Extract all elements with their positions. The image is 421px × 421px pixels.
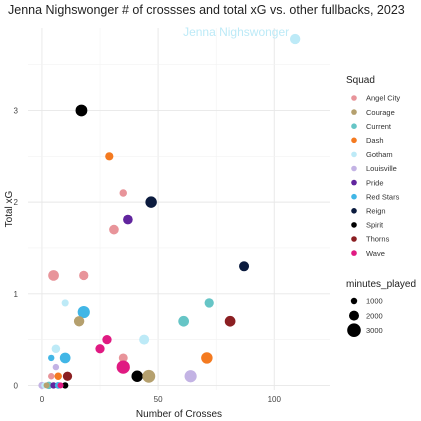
data-point <box>102 334 112 345</box>
data-point <box>48 270 59 281</box>
x-axis-title: Number of Crosses <box>136 409 222 420</box>
legend-label: Gotham <box>366 150 393 159</box>
legend-label: Dash <box>366 136 384 145</box>
data-point <box>61 382 69 389</box>
legend-label: Thorns <box>366 235 390 244</box>
highlight-label: Jenna Nighswonger <box>183 25 289 39</box>
data-point <box>142 369 156 383</box>
legend-size-label: 2000 <box>366 311 383 320</box>
data-point <box>62 371 73 381</box>
legend-swatch <box>351 95 357 101</box>
data-point <box>184 370 197 383</box>
data-point <box>79 270 89 281</box>
data-point <box>105 152 114 161</box>
y-tick-label: 3 <box>14 106 19 115</box>
legend-swatch <box>351 123 357 129</box>
legend-swatch <box>351 137 357 144</box>
data-point <box>145 196 157 208</box>
data-point <box>178 315 190 327</box>
legend-size-label: 3000 <box>366 326 383 335</box>
legend-title-minutes: minutes_played <box>346 279 417 290</box>
x-tick-label: 50 <box>154 395 163 404</box>
data-point <box>57 382 64 389</box>
legend-swatch <box>351 222 357 228</box>
x-tick-label: 100 <box>268 395 282 404</box>
data-point <box>131 370 143 382</box>
legend-label: Wave <box>366 249 385 258</box>
legend-size-swatch <box>347 323 361 338</box>
data-point <box>61 299 69 307</box>
x-tick-label: 0 <box>40 395 45 404</box>
data-point <box>59 352 71 364</box>
legend-swatch <box>351 193 357 200</box>
data-point <box>43 382 50 389</box>
legend-label: Louisville <box>366 164 397 173</box>
legend-label: Angel City <box>366 94 400 103</box>
legend-label: Reign <box>366 207 386 216</box>
legend: Angel City Courage Current Dash Gotham Louisv… <box>347 94 400 338</box>
data-point <box>289 33 301 45</box>
chart-title: Jenna Nighswonger # of crossses and tota… <box>8 3 405 17</box>
legend-swatch <box>351 208 357 214</box>
legend-size-label: 1000 <box>366 297 383 306</box>
legend-swatch <box>351 179 357 186</box>
legend-label: Current <box>366 122 392 131</box>
data-point <box>239 261 250 272</box>
data-point <box>201 352 213 364</box>
data-point <box>51 344 61 354</box>
data-points <box>38 33 301 390</box>
data-point <box>75 104 88 117</box>
legend-label: Pride <box>366 178 384 187</box>
tick-labels: 0 50 100 0 1 2 3 <box>14 106 282 404</box>
legend-swatch <box>351 109 357 115</box>
data-point <box>139 334 150 345</box>
data-point <box>204 298 214 308</box>
legend-swatch <box>351 165 357 172</box>
legend-swatch <box>351 250 357 256</box>
data-point <box>118 353 128 363</box>
legend-label: Courage <box>366 108 395 117</box>
axis-titles: Number of Crosses Total xG <box>4 190 222 420</box>
data-point <box>54 372 62 380</box>
data-point <box>119 189 127 197</box>
legend-label: Red Stars <box>366 192 400 201</box>
data-point <box>48 354 55 362</box>
data-point <box>50 382 57 389</box>
grid-layer <box>28 28 330 390</box>
y-tick-label: 2 <box>14 198 19 207</box>
legend-title-squad: Squad <box>346 75 375 86</box>
data-point <box>52 363 60 371</box>
legend-label: Spirit <box>366 221 384 230</box>
y-tick-label: 1 <box>14 290 19 299</box>
data-point <box>224 315 236 327</box>
data-point <box>73 316 85 327</box>
data-point <box>116 360 130 374</box>
data-point <box>77 306 90 319</box>
data-point <box>48 373 55 380</box>
legend-swatch <box>351 151 357 158</box>
y-tick-label: 0 <box>14 381 19 390</box>
data-point <box>95 344 105 354</box>
data-point <box>109 224 119 235</box>
data-point <box>123 214 133 225</box>
legend-size-swatch <box>349 310 359 321</box>
legend-size-swatch <box>350 297 358 305</box>
y-axis-title: Total xG <box>4 190 15 227</box>
legend-swatch <box>351 236 357 242</box>
